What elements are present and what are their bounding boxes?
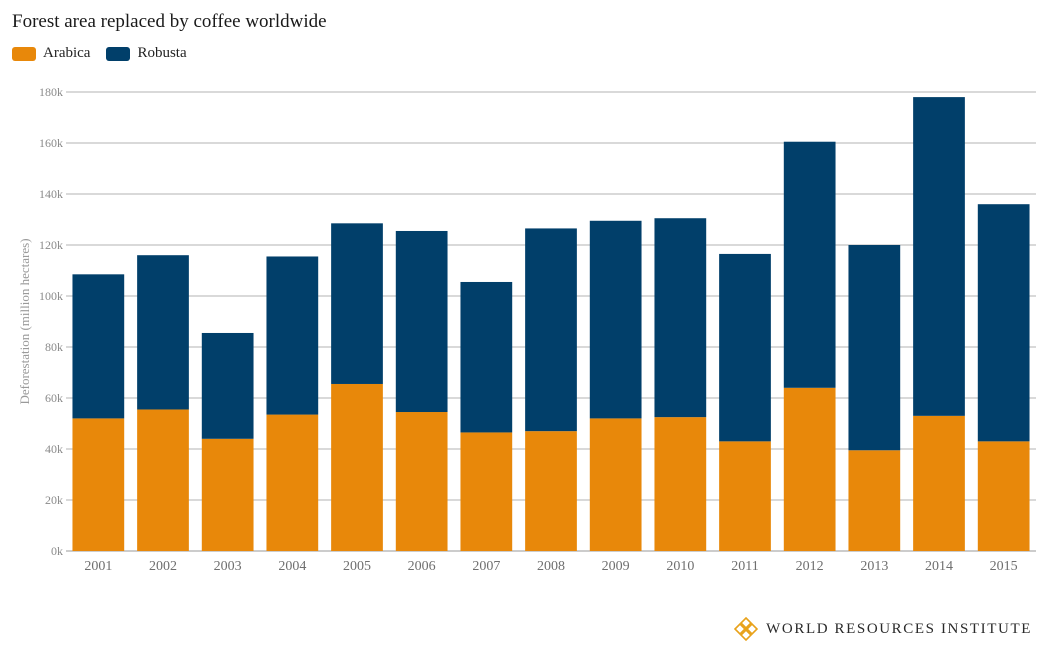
bar-robusta-2014 bbox=[913, 97, 965, 416]
y-tick-label: 100k bbox=[39, 289, 63, 303]
bar-robusta-2010 bbox=[654, 218, 707, 418]
x-tick-label: 2007 bbox=[472, 559, 500, 574]
bar-robusta-2005 bbox=[331, 223, 383, 384]
x-tick-label: 2013 bbox=[860, 559, 888, 574]
x-tick-label: 2001 bbox=[84, 559, 112, 574]
bar-arabica-2011 bbox=[719, 441, 771, 551]
x-tick-label: 2015 bbox=[990, 559, 1018, 574]
bar-robusta-2008 bbox=[525, 228, 577, 432]
bar-arabica-2004 bbox=[266, 414, 319, 551]
bar-robusta-2007 bbox=[460, 281, 513, 433]
bar-arabica-2013 bbox=[848, 450, 901, 551]
bar-arabica-2005 bbox=[331, 383, 383, 551]
y-tick-label: 140k bbox=[39, 187, 63, 201]
x-tick-label: 2010 bbox=[666, 559, 694, 574]
bar-robusta-2013 bbox=[848, 245, 901, 451]
legend: Arabica Robusta bbox=[12, 45, 203, 62]
wri-logo-icon bbox=[734, 617, 759, 641]
bar-robusta-2004 bbox=[266, 256, 319, 415]
y-tick-label: 60k bbox=[45, 391, 63, 405]
y-tick-label: 80k bbox=[45, 340, 63, 354]
y-tick-label: 180k bbox=[39, 85, 63, 99]
legend-swatch-robusta bbox=[106, 46, 131, 61]
legend-label-robusta: Robusta bbox=[137, 45, 187, 61]
bar-arabica-2008 bbox=[525, 431, 577, 551]
legend-label-arabica: Arabica bbox=[43, 45, 91, 61]
bar-arabica-2002 bbox=[137, 409, 189, 551]
legend-swatch-arabica bbox=[12, 46, 36, 61]
x-tick-label: 2008 bbox=[537, 559, 565, 574]
bar-robusta-2001 bbox=[72, 274, 125, 419]
bar-robusta-2012 bbox=[783, 141, 836, 388]
bar-robusta-2015 bbox=[977, 204, 1030, 442]
bar-arabica-2015 bbox=[977, 441, 1030, 551]
org-name: WORLD RESOURCES INSTITUTE bbox=[766, 620, 1032, 637]
bar-arabica-2010 bbox=[654, 417, 707, 551]
chart-title: Forest area replaced by coffee worldwide bbox=[12, 11, 327, 32]
bar-arabica-2006 bbox=[395, 412, 448, 551]
x-tick-label: 2003 bbox=[214, 559, 242, 574]
y-tick-label: 40k bbox=[45, 442, 63, 456]
bar-arabica-2001 bbox=[72, 418, 125, 551]
x-tick-label: 2002 bbox=[149, 559, 177, 574]
x-tick-label: 2012 bbox=[796, 559, 824, 574]
stacked-bar-chart: 0k 20k 40k 60k 80k 100k 120k 140k 160k 180k Defore… bbox=[17, 85, 1036, 574]
bar-robusta-2002 bbox=[137, 255, 189, 410]
bar-arabica-2009 bbox=[589, 418, 642, 551]
x-tick-label: 2005 bbox=[343, 559, 371, 574]
bar-robusta-2006 bbox=[395, 230, 448, 413]
x-tick-label: 2014 bbox=[925, 559, 953, 574]
x-tick-label: 2006 bbox=[408, 559, 436, 574]
y-tick-label: 20k bbox=[45, 493, 63, 507]
y-tick-label: 0k bbox=[51, 544, 63, 558]
x-tick-label: 2009 bbox=[602, 559, 630, 574]
x-tick-label: 2011 bbox=[731, 559, 758, 574]
footer-logo: WORLD RESOURCES INSTITUTE bbox=[734, 617, 1032, 641]
legend-item-arabica[interactable]: Arabica bbox=[12, 45, 90, 62]
y-tick-label: 160k bbox=[39, 136, 63, 150]
bar-arabica-2014 bbox=[913, 415, 965, 551]
bar-arabica-2003 bbox=[201, 438, 254, 551]
bar-arabica-2007 bbox=[460, 432, 513, 551]
bar-robusta-2011 bbox=[719, 253, 771, 442]
x-tick-label: 2004 bbox=[278, 559, 306, 574]
legend-item-robusta[interactable]: Robusta bbox=[106, 45, 187, 62]
bar-arabica-2012 bbox=[783, 387, 836, 551]
bar-robusta-2009 bbox=[589, 220, 642, 419]
bar-robusta-2003 bbox=[201, 332, 254, 439]
y-axis-label: Deforestation (million hectares) bbox=[17, 238, 32, 404]
y-tick-label: 120k bbox=[39, 238, 63, 252]
